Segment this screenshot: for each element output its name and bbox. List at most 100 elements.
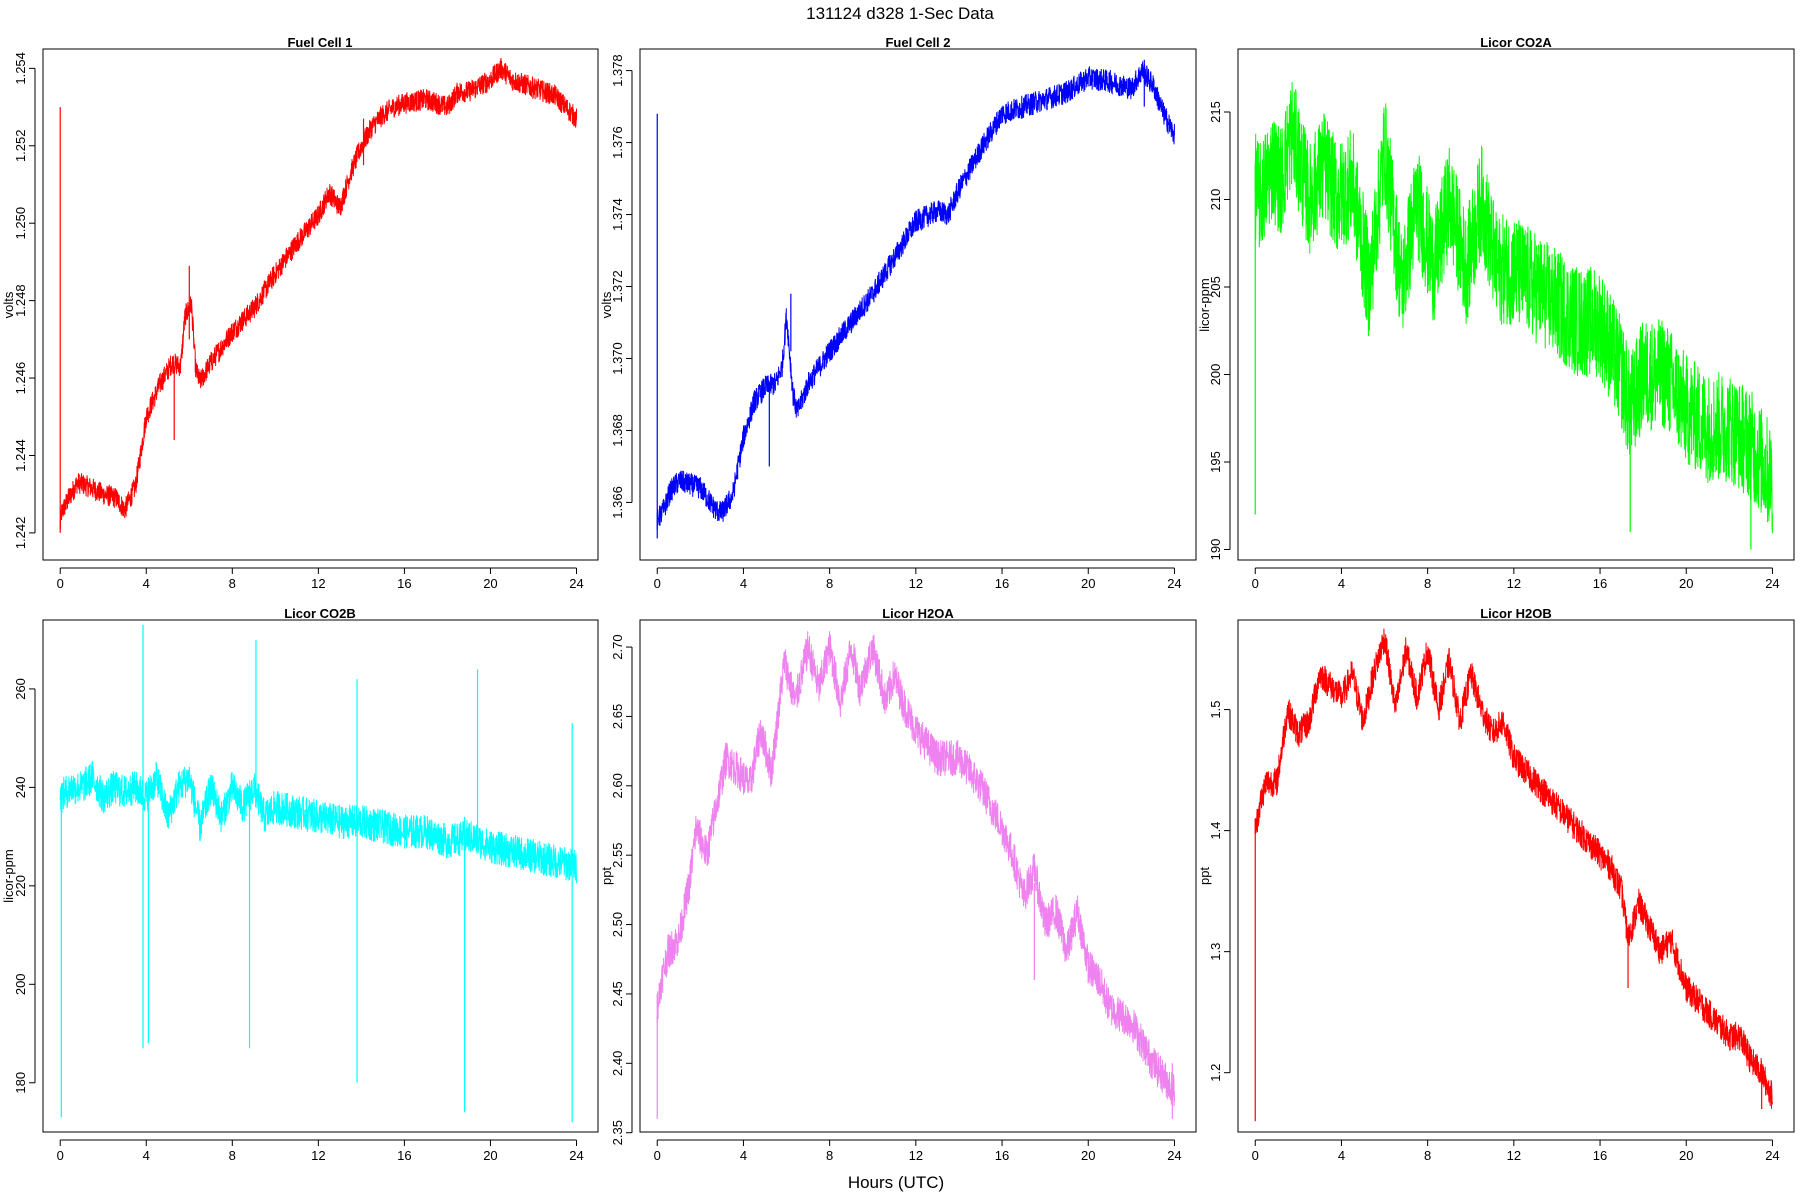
y-tick-label: 180 bbox=[13, 1072, 28, 1094]
panel-licor-h2oa: Licor H2OA ppt 0 4 8 12 16 20 24 2.35 2.40 2.45 2.… bbox=[599, 606, 1197, 1163]
x-tick-label: 20 bbox=[483, 1148, 497, 1163]
y-tick-label: 1.4 bbox=[1208, 822, 1223, 840]
x-tick-label: 12 bbox=[311, 576, 325, 591]
y-tick-label: 190 bbox=[1208, 539, 1223, 561]
x-tick-label: 16 bbox=[397, 576, 411, 591]
series-line bbox=[656, 631, 1175, 1107]
y-tick-label: 195 bbox=[1208, 451, 1223, 473]
panel-title: Licor CO2B bbox=[284, 606, 356, 621]
x-tick-label: 24 bbox=[569, 1148, 583, 1163]
y-axis-label: ppt bbox=[1197, 867, 1212, 885]
series-line bbox=[1254, 628, 1773, 1109]
y-tick-label: 1.366 bbox=[610, 486, 625, 519]
x-tick-label: 16 bbox=[1593, 576, 1607, 591]
y-tick-label: 260 bbox=[13, 678, 28, 700]
series-marks bbox=[656, 631, 1175, 1119]
panel-licor-co2b: Licor CO2B licor-ppm 0 4 8 12 16 20 24 180 200 22… bbox=[1, 606, 599, 1163]
y-tick-label: 1.254 bbox=[13, 52, 28, 85]
plot-frame bbox=[42, 619, 599, 1133]
x-tick-label: 24 bbox=[1765, 576, 1779, 591]
x-tick-label: 24 bbox=[1167, 576, 1181, 591]
y-tick-label: 220 bbox=[13, 875, 28, 897]
panel-title: Licor H2OA bbox=[882, 606, 954, 621]
x-tick-label: 4 bbox=[143, 1148, 150, 1163]
plot-frame bbox=[639, 619, 1197, 1133]
x-tick-label: 0 bbox=[57, 1148, 64, 1163]
x-tick-label: 20 bbox=[483, 576, 497, 591]
axes: 0 4 8 12 16 20 24 1.242 1.244 1.246 1.248 1.250 1.25… bbox=[13, 52, 584, 591]
y-tick-label: 2.70 bbox=[610, 634, 625, 659]
panel-fuel-cell-2: Fuel Cell 2 volts 0 4 8 12 16 20 24 1.366 1.368 1… bbox=[599, 35, 1197, 591]
series-marks bbox=[1254, 81, 1773, 550]
x-tick-label: 12 bbox=[909, 1148, 923, 1163]
y-tick-label: 1.250 bbox=[13, 207, 28, 240]
y-tick-label: 1.252 bbox=[13, 130, 28, 163]
x-tick-label: 20 bbox=[1679, 576, 1693, 591]
x-tick-label: 8 bbox=[229, 576, 236, 591]
y-tick-label: 200 bbox=[1208, 364, 1223, 386]
x-tick-label: 24 bbox=[1765, 1148, 1779, 1163]
y-tick-label: 215 bbox=[1208, 101, 1223, 123]
y-tick-label: 200 bbox=[13, 973, 28, 995]
y-tick-label: 2.40 bbox=[610, 1051, 625, 1076]
series-marks bbox=[656, 59, 1175, 539]
x-tick-label: 4 bbox=[1338, 576, 1345, 591]
panel-title: Licor CO2A bbox=[1480, 35, 1552, 50]
x-tick-label: 12 bbox=[1507, 1148, 1521, 1163]
x-tick-label: 0 bbox=[1252, 576, 1259, 591]
x-tick-label: 4 bbox=[143, 576, 150, 591]
figure-xlabel: Hours (UTC) bbox=[848, 1173, 944, 1192]
x-tick-label: 4 bbox=[740, 576, 747, 591]
y-tick-label: 1.374 bbox=[610, 198, 625, 231]
y-tick-label: 2.45 bbox=[610, 981, 625, 1006]
series-line bbox=[59, 57, 577, 530]
y-tick-label: 1.248 bbox=[13, 284, 28, 317]
axes: 0 4 8 12 16 20 24 1.2 1.3 1.4 1.5 bbox=[1208, 701, 1780, 1163]
x-tick-label: 4 bbox=[1338, 1148, 1345, 1163]
y-axis-label: ppt bbox=[599, 867, 614, 885]
y-tick-label: 1.3 bbox=[1208, 943, 1223, 961]
x-tick-label: 4 bbox=[740, 1148, 747, 1163]
axes: 0 4 8 12 16 20 24 1.366 1.368 1.370 1.372 1.374 1.37… bbox=[610, 54, 1182, 591]
y-tick-label: 1.244 bbox=[13, 439, 28, 472]
panel-fuel-cell-1: Fuel Cell 1 volts 0 4 8 12 16 20 24 1.242 1.244 1… bbox=[1, 35, 599, 591]
y-axis-label: licor-ppm bbox=[1197, 278, 1212, 331]
panel-title: Fuel Cell 1 bbox=[287, 35, 352, 50]
x-tick-label: 8 bbox=[229, 1148, 236, 1163]
series-marks bbox=[59, 57, 577, 533]
y-tick-label: 2.35 bbox=[610, 1120, 625, 1145]
x-tick-label: 16 bbox=[995, 576, 1009, 591]
axes: 0 4 8 12 16 20 24 180 200 220 240 260 bbox=[13, 678, 584, 1163]
series-marks bbox=[59, 624, 577, 1123]
panel-title: Fuel Cell 2 bbox=[885, 35, 950, 50]
y-tick-label: 2.60 bbox=[610, 773, 625, 798]
x-tick-label: 12 bbox=[311, 1148, 325, 1163]
y-tick-label: 1.372 bbox=[610, 270, 625, 303]
plot-frame bbox=[1237, 48, 1795, 561]
plot-frame bbox=[1237, 619, 1795, 1133]
y-tick-label: 2.55 bbox=[610, 843, 625, 868]
y-tick-label: 1.242 bbox=[13, 517, 28, 550]
plot-frame bbox=[639, 48, 1197, 561]
x-tick-label: 0 bbox=[654, 576, 661, 591]
x-tick-label: 16 bbox=[397, 1148, 411, 1163]
y-axis-label: volts bbox=[1, 291, 16, 318]
x-tick-label: 8 bbox=[826, 1148, 833, 1163]
y-tick-label: 205 bbox=[1208, 276, 1223, 298]
y-tick-label: 210 bbox=[1208, 189, 1223, 211]
y-tick-label: 1.376 bbox=[610, 126, 625, 159]
panel-licor-co2a: Licor CO2A licor-ppm 0 4 8 12 16 20 24 190 195 20… bbox=[1197, 35, 1795, 591]
y-tick-label: 1.5 bbox=[1208, 701, 1223, 719]
panel-licor-h2ob: Licor H2OB ppt 0 4 8 12 16 20 24 1.2 1.3 1.4 1.5 bbox=[1197, 606, 1795, 1163]
x-tick-label: 8 bbox=[1424, 576, 1431, 591]
x-tick-label: 20 bbox=[1081, 576, 1095, 591]
x-tick-label: 0 bbox=[654, 1148, 661, 1163]
y-tick-label: 1.246 bbox=[13, 362, 28, 395]
x-tick-label: 16 bbox=[995, 1148, 1009, 1163]
panel-title: Licor H2OB bbox=[1480, 606, 1552, 621]
series-line bbox=[1254, 81, 1773, 534]
series-line bbox=[656, 61, 1175, 530]
y-tick-label: 240 bbox=[13, 777, 28, 799]
y-tick-label: 1.368 bbox=[610, 414, 625, 447]
